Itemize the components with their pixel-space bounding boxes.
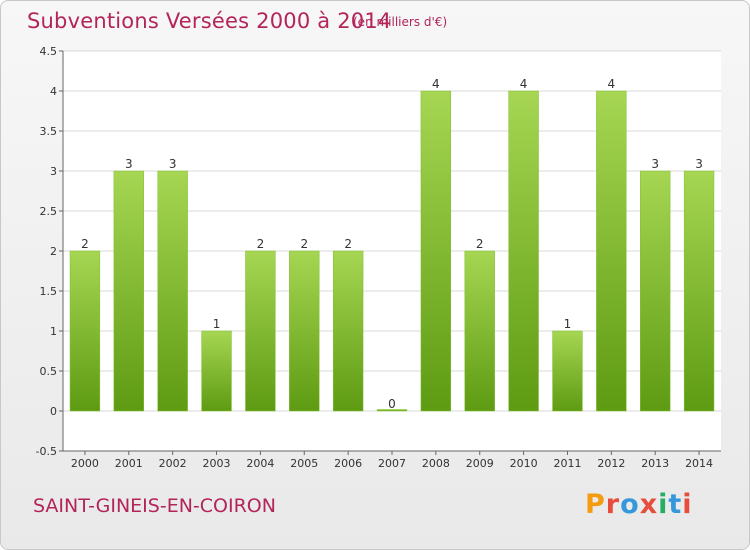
x-tick-label: 2002 [159, 457, 187, 470]
bar-2002 [157, 170, 188, 412]
x-tick-label: 2010 [510, 457, 538, 470]
x-tick-label: 2007 [378, 457, 406, 470]
y-tick-label: 2 [50, 245, 57, 258]
chart-unit: (en milliers d'€) [353, 15, 448, 29]
y-tick-label: 3.5 [40, 125, 58, 138]
x-tick-label: 2008 [422, 457, 450, 470]
bar-2004 [245, 250, 276, 412]
bar-2011 [552, 330, 583, 412]
bar-2003 [201, 330, 232, 412]
x-tick-label: 2004 [246, 457, 274, 470]
commune-name: SAINT-GINEIS-EN-COIRON [33, 495, 276, 517]
y-tick-label: 0.5 [40, 365, 58, 378]
x-tick-label: 2009 [466, 457, 494, 470]
logo-letter: i [682, 489, 693, 520]
bar-2006 [332, 250, 364, 412]
x-tick-label: 2001 [115, 457, 143, 470]
bar-2014 [683, 170, 715, 412]
bar-value-label: 3 [125, 157, 133, 171]
bar-2001 [113, 170, 144, 412]
bar-value-label: 2 [300, 237, 308, 251]
bar-value-label: 4 [520, 77, 528, 91]
bar-value-label: 1 [213, 317, 221, 331]
bar-value-label: 1 [564, 317, 572, 331]
y-tick-label: 4 [50, 85, 57, 98]
bar-2005 [289, 250, 320, 412]
bar-value-label: 2 [81, 237, 89, 251]
y-tick-label: 4.5 [40, 45, 58, 58]
proxiti-logo[interactable]: Proxiti [585, 489, 693, 520]
bar-2007 [376, 409, 408, 412]
logo-letter: i [658, 489, 669, 520]
x-tick-label: 2005 [290, 457, 318, 470]
bar-value-label: 3 [695, 157, 703, 171]
x-tick-label: 2013 [641, 457, 669, 470]
x-tick-label: 2014 [685, 457, 713, 470]
bar-value-label: 4 [608, 77, 616, 91]
bar-value-label: 0 [388, 397, 396, 411]
chart-title: Subventions Versées 2000 à 2014 [27, 9, 392, 33]
bar-2000 [69, 250, 101, 412]
bar-2009 [464, 250, 495, 412]
y-tick-label: 1 [50, 325, 57, 338]
y-tick-label: 0 [50, 405, 57, 418]
bar-value-label: 3 [651, 157, 659, 171]
logo-letter: t [668, 489, 683, 520]
x-tick-label: 2003 [203, 457, 231, 470]
x-tick-label: 2006 [334, 457, 362, 470]
bar-value-label: 4 [432, 77, 440, 91]
logo-letter: x [639, 489, 659, 520]
bar-2012 [596, 90, 627, 412]
y-tick-label: -0.5 [36, 445, 57, 458]
bar-2013 [640, 170, 671, 412]
y-tick-label: 3 [50, 165, 57, 178]
bar-value-label: 2 [257, 237, 265, 251]
x-tick-label: 2011 [553, 457, 581, 470]
x-tick-label: 2012 [597, 457, 625, 470]
bar-2008 [420, 90, 452, 412]
bar-2010 [508, 90, 539, 412]
logo-letter: r [605, 489, 621, 520]
bar-value-label: 2 [476, 237, 484, 251]
logo-letter: o [620, 489, 640, 520]
logo-letter: P [585, 489, 606, 520]
y-tick-label: 2.5 [40, 205, 58, 218]
bar-value-label: 3 [169, 157, 177, 171]
bar-value-label: 2 [344, 237, 352, 251]
y-tick-label: 1.5 [40, 285, 58, 298]
x-tick-label: 2000 [71, 457, 99, 470]
